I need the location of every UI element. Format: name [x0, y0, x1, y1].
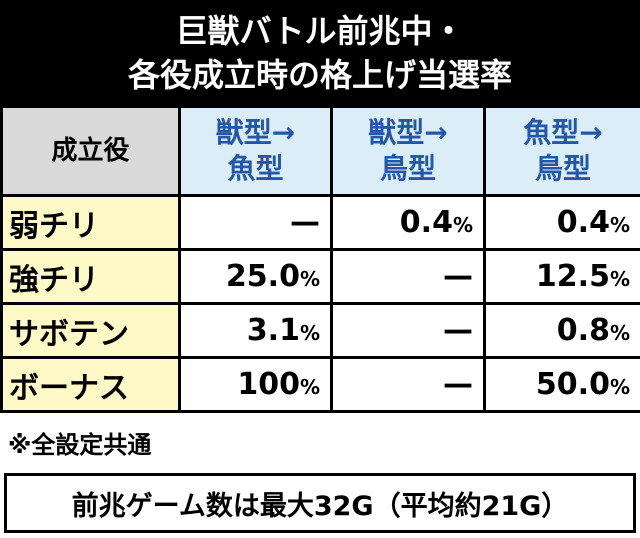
header-line: 鳥型	[379, 152, 436, 185]
table-row: 強チリ 25.0% — 12.5%	[0, 248, 640, 305]
cell: —	[330, 302, 486, 359]
cell-text: 0.4%	[556, 205, 630, 240]
cell-text: 0.8%	[556, 313, 630, 348]
cell-text: サボテン	[9, 316, 129, 352]
row-label: ボーナス	[0, 356, 181, 413]
row-label: サボテン	[0, 302, 181, 359]
cell: 3.1%	[178, 302, 333, 359]
cell-text: 25.0%	[225, 259, 320, 294]
header-line: 鳥型	[534, 152, 591, 185]
header-cell: 魚型→ 鳥型	[483, 105, 640, 197]
cell-text: 弱チリ	[9, 208, 99, 244]
title-line: 巨獣バトル前兆中・	[175, 11, 465, 50]
cell: 0.4%	[483, 194, 640, 251]
title-line: 各役成立時の格上げ当選率	[127, 55, 512, 94]
header-line: 成立役	[51, 136, 130, 166]
row-label: 弱チリ	[0, 194, 181, 251]
cell: 50.0%	[483, 356, 640, 413]
header-cell: 獣型→ 魚型	[178, 105, 333, 197]
header-row: 成立役 獣型→ 魚型 獣型→ 鳥型 魚型→ 鳥型	[0, 105, 640, 197]
percent-sign: %	[609, 321, 630, 345]
footer: 前兆ゲーム数は最大32G（平均約21G）	[4, 473, 636, 533]
cell-text: 50.0%	[535, 367, 630, 402]
cell-text: —	[443, 367, 473, 402]
cell: 25.0%	[178, 248, 333, 305]
header-line: 魚型	[227, 152, 284, 185]
header-cell: 成立役	[0, 105, 181, 197]
cell-text: 12.5%	[535, 259, 630, 294]
percent-sign: %	[299, 375, 320, 399]
header-cell: 獣型→ 鳥型	[330, 105, 486, 197]
cell-text: 0.4%	[399, 205, 473, 240]
table-row: ボーナス 100% — 50.0%	[0, 356, 640, 413]
cell: 0.4%	[330, 194, 486, 251]
header-line: 獣型→	[368, 116, 448, 149]
cell-text: ボーナス	[9, 370, 129, 406]
cell-text: 100%	[237, 367, 320, 402]
cell-text: 3.1%	[246, 313, 320, 348]
cell: 12.5%	[483, 248, 640, 305]
table-row: サボテン 3.1% — 0.8%	[0, 302, 640, 359]
percent-sign: %	[609, 375, 630, 399]
percent-sign: %	[299, 321, 320, 345]
cell-text: —	[443, 313, 473, 348]
header-line: 獣型→	[215, 116, 296, 149]
table: 成立役 獣型→ 魚型 獣型→ 鳥型 魚型→ 鳥型 弱チリ —0.4% 0.4% 強チリ 25.0% —…	[0, 105, 640, 413]
percent-sign: %	[299, 267, 320, 291]
percent-sign: %	[609, 267, 630, 291]
percent-sign: %	[452, 213, 473, 237]
row-label: 強チリ	[0, 248, 181, 305]
cell: 100%	[178, 356, 333, 413]
title: 巨獣バトル前兆中・各役成立時の格上げ当選率	[0, 0, 640, 105]
cell: —	[330, 248, 486, 305]
table-body: 弱チリ — 0.4% 0.4% 強チリ 25.0% — 12.5% サボテン 3.1% — 0.8% ボ…	[0, 194, 640, 413]
table-row: 弱チリ — 0.4% 0.4%	[0, 194, 640, 251]
cell: —	[178, 194, 333, 251]
cell-text: —	[443, 259, 473, 294]
cell: —	[330, 356, 486, 413]
header-line: 魚型→	[523, 116, 603, 149]
cell-text: 強チリ	[9, 262, 99, 298]
cell-text: —	[290, 205, 320, 240]
cell: 0.8%	[483, 302, 640, 359]
percent-sign: %	[609, 213, 630, 237]
note: ※全設定共通	[8, 431, 152, 459]
